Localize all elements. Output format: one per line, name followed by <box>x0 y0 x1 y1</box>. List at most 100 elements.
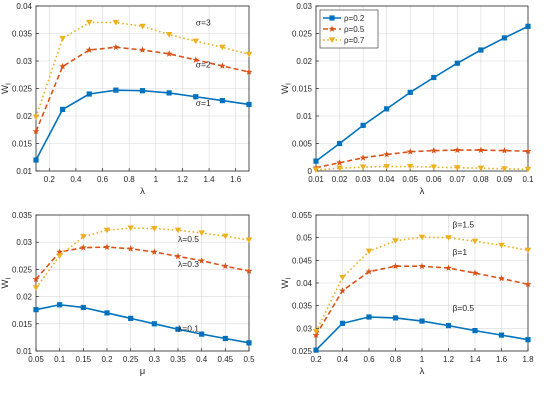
x-tick-label: 0.4 <box>70 175 82 184</box>
data-point <box>245 267 253 274</box>
series-annotation: σ=1 <box>196 98 211 108</box>
x-tick-label: 0.08 <box>473 175 489 184</box>
data-point <box>383 164 390 170</box>
data-point <box>359 154 367 161</box>
y-axis-label-main: W <box>0 279 11 288</box>
series-σ=3 <box>32 19 253 121</box>
x-tick-label: 0.35 <box>170 355 186 364</box>
data-point <box>524 247 532 254</box>
data-point <box>165 32 173 38</box>
data-point <box>312 331 320 339</box>
y-tick-label: 0.015 <box>292 85 313 94</box>
data-point <box>151 321 157 327</box>
legend-label: ρ=0.2 <box>344 14 365 23</box>
y-axis-label: WI <box>0 277 13 288</box>
data-point <box>454 165 461 171</box>
legend-marker <box>328 25 336 32</box>
series-annotation: σ=3 <box>196 17 211 27</box>
data-point <box>501 166 508 172</box>
data-point <box>165 50 173 57</box>
data-point <box>477 146 485 154</box>
x-tick-label: 0.2 <box>101 355 113 364</box>
axes-box <box>35 5 250 172</box>
series-ρ=0.7 <box>312 164 532 173</box>
data-point <box>85 46 93 53</box>
x-tick-label: 0.01 <box>308 175 324 184</box>
data-point <box>392 262 399 270</box>
series-β=1.5 <box>312 234 532 335</box>
data-point <box>498 332 505 338</box>
series-line <box>35 21 250 118</box>
data-point <box>199 331 205 337</box>
data-point <box>498 274 505 282</box>
data-point <box>112 43 120 51</box>
data-point <box>454 60 460 66</box>
data-point <box>498 242 505 249</box>
data-point <box>406 164 414 170</box>
data-point <box>365 248 373 255</box>
y-tick-label: 0.045 <box>292 256 313 265</box>
x-tick-label: 0.8 <box>124 175 136 184</box>
axes-box <box>35 214 250 352</box>
data-point <box>174 227 182 234</box>
data-point <box>32 275 40 283</box>
data-point <box>79 244 87 251</box>
legend-marker <box>328 37 336 43</box>
series-β=1 <box>312 262 532 339</box>
series-λ=0.1 <box>33 302 252 346</box>
y-tick-label: 0.025 <box>12 85 33 94</box>
chart-top-left: 0.2 0.4 0.6 0.8 1 1.2 1.4 1.6 0.01 0.015 0.02 0.025… <box>0 2 253 197</box>
data-point <box>478 47 484 53</box>
data-point <box>192 38 200 45</box>
data-point <box>392 315 399 321</box>
data-point <box>80 234 87 240</box>
x-tick-label: 0.2 <box>310 355 322 364</box>
x-axis-label: λ <box>420 186 425 197</box>
data-point <box>80 304 86 311</box>
data-point <box>336 165 343 172</box>
x-tick-label: 1.4 <box>469 355 481 364</box>
data-point <box>59 62 67 70</box>
data-point <box>445 235 452 241</box>
data-point <box>339 287 346 294</box>
data-point <box>336 140 343 147</box>
data-point <box>103 243 111 251</box>
y-tick-label: 0.01 <box>16 347 32 356</box>
plot-area <box>36 215 249 351</box>
y-tick-label: 0 <box>308 167 313 176</box>
data-point <box>501 147 508 154</box>
x-tick-label: 0.15 <box>76 355 92 364</box>
y-axis-label: WI <box>280 277 293 288</box>
data-point <box>174 252 182 260</box>
y-tick-label: 0.03 <box>16 57 32 66</box>
data-point <box>524 166 532 173</box>
series-annotation: β=0.5 <box>452 303 474 313</box>
series-σ=1 <box>33 87 252 163</box>
x-tick-label: 0.2 <box>44 175 56 184</box>
data-point <box>139 88 146 94</box>
x-axis-label: μ <box>140 366 145 377</box>
x-tick-label: 0.07 <box>450 175 466 184</box>
series-ρ=0.2 <box>313 23 531 164</box>
series-line <box>35 246 250 280</box>
x-axis-label: λ <box>140 186 145 197</box>
legend-label: ρ=0.5 <box>344 25 365 34</box>
data-point <box>150 248 158 255</box>
data-point <box>166 90 172 96</box>
x-tick-label: 1.8 <box>522 355 534 364</box>
x-tick-label: 0.6 <box>363 355 375 364</box>
x-tick-label: 0.05 <box>28 355 44 364</box>
data-point <box>312 167 320 173</box>
data-point <box>360 122 366 128</box>
x-tick-label: 0.45 <box>218 355 234 364</box>
y-tick-label: 0.02 <box>16 112 32 121</box>
data-point <box>219 44 226 51</box>
data-point <box>103 227 111 234</box>
x-tick-label: 1.6 <box>230 175 242 184</box>
y-tick-label: 0.05 <box>296 234 312 243</box>
data-point <box>339 320 346 326</box>
data-point <box>445 323 452 329</box>
y-axis-label-main: W <box>280 85 291 94</box>
series-λ=0.3 <box>32 243 253 283</box>
series-annotation: λ=0.1 <box>178 323 199 333</box>
